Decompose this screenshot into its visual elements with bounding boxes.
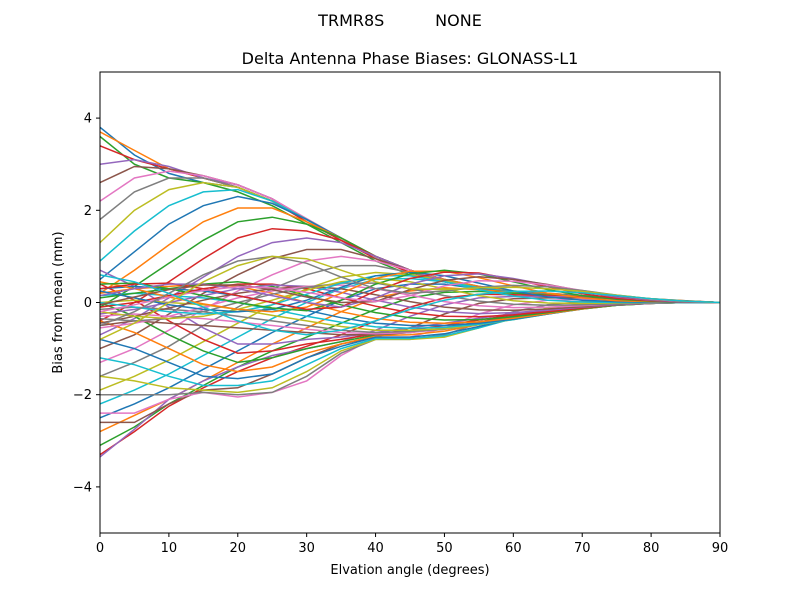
x-tick-label: 70 xyxy=(574,541,591,556)
y-axis-label: Bias from mean (mm) xyxy=(51,231,66,373)
x-tick-label: 90 xyxy=(712,541,729,556)
y-tick-label: −2 xyxy=(73,388,92,403)
series-line xyxy=(100,271,720,311)
y-axis: −4 −2 0 2 4 xyxy=(73,112,100,495)
x-tick-label: 10 xyxy=(161,541,178,556)
series-line xyxy=(100,274,720,336)
x-tick-label: 80 xyxy=(643,541,660,556)
x-tick-label: 50 xyxy=(436,541,453,556)
chart-title: Delta Antenna Phase Biases: GLONASS-L1 xyxy=(242,49,579,68)
x-tick-label: 40 xyxy=(367,541,384,556)
series-line xyxy=(100,270,720,313)
series-line xyxy=(100,273,720,308)
x-tick-label: 60 xyxy=(505,541,522,556)
x-tick-label: 0 xyxy=(96,541,104,556)
chart-suptitle: TRMR8S NONE xyxy=(317,11,482,30)
series-line xyxy=(100,269,720,312)
y-tick-label: 2 xyxy=(84,204,92,219)
y-tick-label: 0 xyxy=(84,296,92,311)
y-tick-label: 4 xyxy=(84,112,92,127)
series-layer xyxy=(100,126,720,458)
y-tick-label: −4 xyxy=(73,480,92,495)
x-tick-label: 20 xyxy=(230,541,247,556)
x-axis: 0 10 20 30 40 50 60 70 80 90 xyxy=(96,533,728,556)
x-axis-label: Elvation angle (degrees) xyxy=(330,563,489,578)
x-tick-label: 30 xyxy=(298,541,315,556)
series-line xyxy=(100,275,720,315)
series-line xyxy=(100,271,720,313)
